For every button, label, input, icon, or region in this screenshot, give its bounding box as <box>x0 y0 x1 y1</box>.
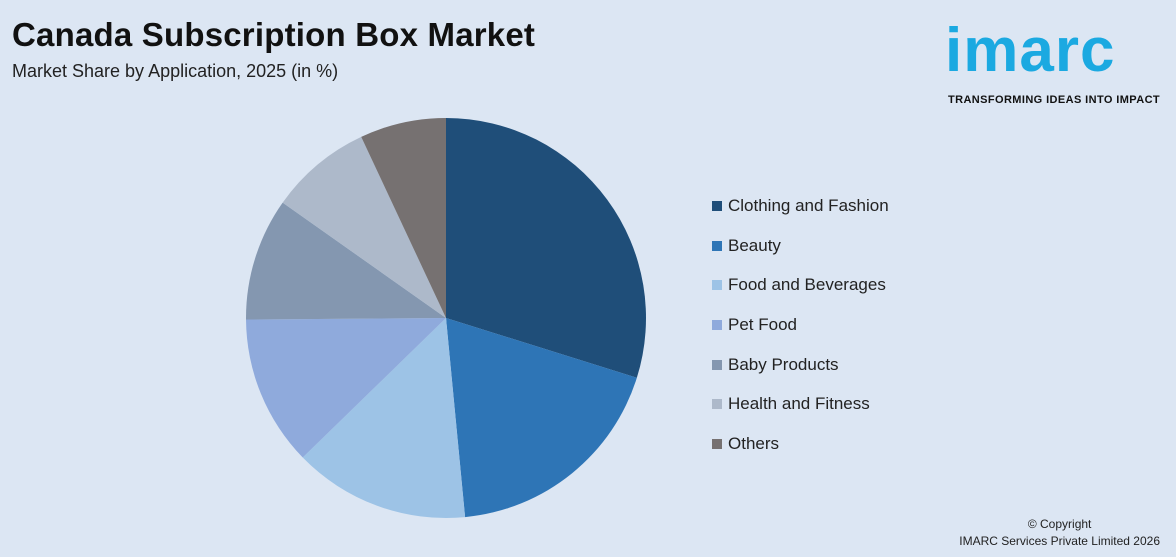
copyright-notice: © Copyright IMARC Services Private Limit… <box>959 516 1160 550</box>
legend-item: Health and Fitness <box>712 384 889 424</box>
legend-label: Others <box>728 433 780 453</box>
pie-slice-beauty <box>446 318 637 518</box>
chart-title: Canada Subscription Box Market <box>12 16 536 53</box>
legend-label: Health and Fitness <box>728 394 870 414</box>
chart-subtitle: Market Share by Application, 2025 (in %) <box>12 61 339 81</box>
legend-label: Food and Beverages <box>728 275 886 295</box>
legend-item: Food and Beverages <box>712 265 889 305</box>
legend-swatch <box>712 359 722 370</box>
legend-label: Clothing and Fashion <box>728 195 889 215</box>
chart-legend: Clothing and Fashion Beauty Food and Bever… <box>712 186 889 464</box>
legend-swatch <box>712 319 722 330</box>
legend-label: Pet Food <box>728 314 797 334</box>
legend-item: Beauty <box>712 226 889 266</box>
copyright-line-1: © Copyright <box>1027 517 1092 531</box>
legend-swatch <box>712 280 722 291</box>
legend-label: Beauty <box>728 235 781 255</box>
legend-item: Clothing and Fashion <box>712 186 889 226</box>
pie-slice-clothing-and-fashion <box>446 118 647 378</box>
legend-swatch <box>712 200 722 211</box>
legend-item: Baby Products <box>712 345 889 385</box>
legend-label: Baby Products <box>728 354 839 374</box>
legend-item: Others <box>712 424 889 464</box>
legend-swatch <box>712 438 722 449</box>
logo-wordmark: imarc <box>945 16 1116 85</box>
legend-item: Pet Food <box>712 305 889 345</box>
legend-swatch <box>712 240 722 251</box>
legend-swatch <box>712 399 722 410</box>
pie-slice-pet-food <box>246 318 446 458</box>
copyright-line-2: IMARC Services Private Limited 2026 <box>959 534 1160 548</box>
logo-tagline: TRANSFORMING IDEAS INTO IMPACT <box>948 94 1161 106</box>
pie-slice-baby-products <box>246 202 446 320</box>
pie-slice-others <box>361 118 446 318</box>
imarc-logo: imarc TRANSFORMING IDEAS INTO IMPACT <box>945 10 1173 110</box>
pie-slice-food-and-beverages <box>302 318 466 519</box>
pie-slice-health-and-fitness <box>282 136 446 318</box>
